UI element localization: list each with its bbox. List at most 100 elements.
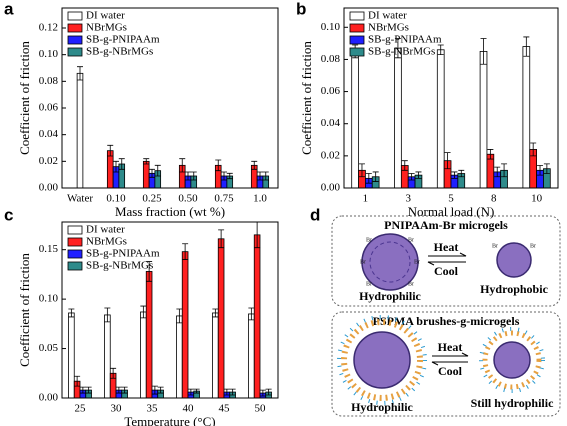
error-bar [215,159,222,172]
br-label: Br [366,281,372,287]
error-bar [458,169,465,178]
br-label: Br [492,243,498,249]
br-label: Br [408,281,414,287]
y-tick-label: 0.04 [321,117,341,129]
diagram: PNIPAAm-Br microgels Br Br Br Br Br Br H… [331,215,561,417]
plot-frame [343,7,559,189]
arrow [427,252,467,266]
error-bar [146,261,153,282]
error-bar [121,386,128,394]
x-tick-label: 8 [491,193,497,205]
y-tick-label: 0.04 [39,128,59,140]
state-label: Hydrophilic [359,289,421,303]
br-label: Br [414,259,420,265]
error-bar [190,171,197,181]
x-tick-label: 0.10 [106,193,126,205]
bar [68,312,75,399]
bar [140,311,147,399]
error-bar [226,172,233,180]
x-tick-label: 45 [219,403,231,415]
x-tick-label: 10 [531,193,543,205]
legend-swatch [349,11,365,21]
y-tick-label: 0.15 [39,243,59,255]
y-axis-title: Coefficient of friction [17,41,32,155]
error-bar [140,305,147,319]
bar [248,313,255,399]
error-bar [394,38,401,59]
x-axis-title: Mass fraction (wt %) [115,204,225,219]
error-bar [262,171,269,181]
error-bar [74,375,81,387]
error-bar [437,44,444,56]
legend-swatch [67,35,83,45]
error-bar [79,386,86,394]
x-tick-label: 1 [363,193,369,205]
x-tick-label: 0.75 [214,193,234,205]
bar [212,312,219,399]
legend-swatch [349,47,365,57]
legend-label: NBrMGs [86,236,127,248]
y-tick-label: 0.08 [39,75,59,87]
br-label: Br [530,243,536,249]
y-tick-label: 0.12 [39,22,58,34]
bar [217,238,225,399]
y-tick-label: 0.10 [39,48,59,60]
x-tick-label: 40 [183,403,195,415]
panel-label: a [4,0,14,18]
error-bar [115,386,122,394]
error-bar [149,168,155,178]
y-tick-label: 0.02 [321,149,340,161]
ion-layer [479,327,545,393]
br-label: Br [366,237,372,243]
diagram-title: PSPMA brushes-g-microgels [373,314,520,328]
error-bar [530,142,537,157]
state-label: Hydrophilic [351,400,413,414]
x-axis-title: Normal load (N) [408,204,495,219]
y-tick-label: 0.06 [39,102,59,114]
x-tick-label: 30 [111,403,123,415]
error-bar [543,163,550,174]
y-tick-label: 0.00 [39,182,59,194]
bar [176,315,183,399]
legend-swatch [67,11,83,21]
brush-layer [341,319,423,401]
y-tick-label: 0.05 [39,342,59,354]
legend-label: NBrMGs [368,22,409,34]
plot-frame [61,221,279,399]
x-tick-label: 0.25 [142,193,162,205]
y-tick-label: 0.06 [321,85,341,97]
legend-swatch [67,237,83,247]
panel-label: c [4,205,13,224]
bar [522,46,531,189]
error-bar [179,158,186,173]
bar [479,50,488,189]
y-tick-label: 0.08 [321,53,341,65]
diagram-box [331,311,561,417]
legend-swatch [67,261,83,271]
x-axis-title: Temperature (°C) [124,414,215,426]
x-tick-label: 3 [405,193,411,205]
error-bar [176,308,183,324]
legend-swatch [67,225,83,235]
error-bar [365,173,372,184]
error-bar [401,160,408,171]
bar [76,72,84,189]
x-tick-label: 25 [75,403,87,415]
error-bar [372,171,379,182]
bar [181,251,189,399]
error-bar [104,307,111,323]
y-axis-title: Coefficient of friction [299,41,314,155]
x-tick-label: 0.50 [178,193,198,205]
error-bar [118,158,125,170]
bar [145,271,153,399]
bar [253,234,261,399]
legend-label: SB-g-PNIPAAm [368,34,442,46]
arrow-label: Heat [438,340,463,354]
legend-swatch [349,35,365,45]
error-bar [157,386,164,394]
error-bar [185,171,191,181]
error-bar [143,158,150,165]
error-bar [501,163,508,178]
error-bar [154,164,161,177]
